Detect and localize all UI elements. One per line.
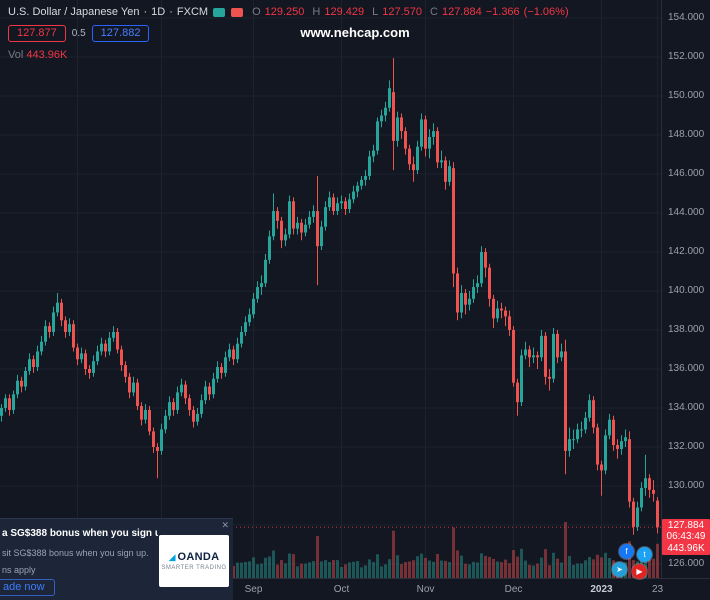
social-icons-cluster: f t ➤ ▶ (612, 544, 658, 582)
last-volume-tag: 443.96K (662, 542, 710, 555)
interval-label[interactable]: 1D (151, 6, 166, 18)
bar-countdown: 06:43:49 (666, 531, 706, 543)
last-price-value: 127.884 (667, 520, 705, 532)
telegram-icon[interactable]: ➤ (612, 562, 627, 577)
volume-legend[interactable]: Vol 443.96K (8, 49, 67, 61)
youtube-icon[interactable]: ▶ (632, 564, 647, 579)
ad-close-icon[interactable]: ✕ (221, 520, 229, 530)
price-axis-label: 126.000 (668, 558, 705, 569)
price-axis-label: 142.000 (668, 246, 705, 257)
spread-value: 0.5 (71, 28, 86, 39)
close-value: 127.884 (441, 6, 482, 18)
volume-value: 443.96K (26, 49, 68, 61)
high-value: 129.429 (324, 6, 365, 18)
sell-button[interactable]: 127.877 (8, 25, 66, 42)
open-label: O (252, 6, 261, 18)
up-status-pill (213, 7, 226, 17)
symbol-title[interactable]: U.S. Dollar / Japanese Yen (8, 6, 140, 18)
bid-ask-row: 127.877 0.5 127.882 (8, 25, 150, 42)
separator: · (169, 6, 173, 18)
down-status-pill (231, 7, 244, 17)
oanda-logo-icon: ◢ (168, 551, 176, 562)
last-price-tag: 127.884 06:43:49 (662, 519, 710, 544)
price-axis-label: 144.000 (668, 207, 705, 218)
open-value: 129.250 (264, 6, 305, 18)
change-value: −1.366 (485, 6, 520, 18)
time-axis-label: 23 (651, 584, 664, 595)
price-axis-label: 146.000 (668, 168, 705, 179)
price-axis-label: 138.000 (668, 324, 705, 335)
price-axis-label: 134.000 (668, 402, 705, 413)
volume-label: Vol (8, 49, 24, 61)
time-axis-label: Dec (504, 584, 523, 595)
change-percent: (−1.06%) (523, 6, 569, 18)
price-axis-label: 154.000 (668, 12, 705, 23)
oanda-tagline: SMARTER TRADING (161, 565, 227, 571)
separator: · (143, 6, 148, 18)
site-watermark: www.nehcap.com (300, 25, 410, 40)
ad-subtext: sit SG$388 bonus when you sign up. (2, 548, 149, 558)
price-axis-label: 132.000 (668, 441, 705, 452)
ad-headline: a SG$388 bonus when you sign up. (2, 528, 158, 539)
high-label: H (312, 6, 321, 18)
price-axis-label: 148.000 (668, 129, 705, 140)
time-axis-label: Oct (333, 584, 350, 595)
low-value: 127.570 (382, 6, 422, 18)
price-axis-label: 130.000 (668, 480, 705, 491)
price-axis-label: 150.000 (668, 90, 705, 101)
ad-terms: ns apply (2, 565, 36, 575)
price-axis-label: 140.000 (668, 285, 705, 296)
candles-series (0, 58, 659, 535)
time-axis-label: 2023 (590, 584, 613, 595)
price-axis-label: 152.000 (668, 51, 705, 62)
oanda-brand-name: OANDA (177, 551, 220, 563)
time-axis-label: Nov (416, 584, 435, 595)
symbol-legend[interactable]: U.S. Dollar / Japanese Yen · 1D · FXCM O… (8, 6, 569, 18)
twitter-icon[interactable]: t (637, 547, 652, 562)
price-axis-label: 136.000 (668, 363, 705, 374)
time-axis-label: Sep (244, 584, 263, 595)
exchange-label: FXCM (176, 6, 209, 18)
close-label: C (430, 6, 438, 18)
ad-cta-link[interactable]: ade now (0, 579, 55, 596)
buy-button[interactable]: 127.882 (91, 25, 150, 42)
ad-banner[interactable]: ✕ a SG$388 bonus when you sign up. sit S… (0, 518, 233, 600)
grid (0, 0, 661, 578)
low-label: L (372, 6, 379, 18)
facebook-icon[interactable]: f (619, 544, 634, 559)
price-axis[interactable]: 154.000 152.000 150.000 148.000 146.000 144.0… (661, 0, 710, 578)
oanda-logo-card: ◢ OANDA SMARTER TRADING (159, 535, 229, 587)
